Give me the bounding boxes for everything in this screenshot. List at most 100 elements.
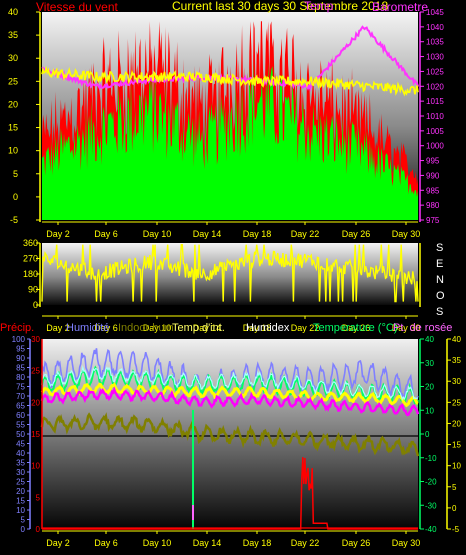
compass-west: O	[436, 290, 445, 302]
panel3-humidity-tick-label: 60	[16, 411, 25, 420]
panel1-x-tick-label: Day 22	[291, 229, 320, 239]
panel3-humidity-tick-label: 95	[16, 345, 25, 354]
precipitation-line	[42, 457, 418, 530]
panel3-precip-tick-label: 5	[36, 493, 41, 502]
panel3-humidity-tick-label: 100	[12, 335, 26, 344]
panel3-temp-tick-label-b: 5	[452, 483, 457, 492]
panel1-right-tick-label: 995	[426, 157, 440, 166]
panel2-x-tick-label: Day 30	[392, 323, 421, 333]
panel3-temp-tick-label-a: 30	[425, 359, 434, 368]
panel1-left-tick-label: 15	[8, 123, 18, 133]
legend-dew-point: Pt. de rosée	[393, 322, 452, 334]
compass-east: E	[436, 258, 443, 270]
panel1-right-tick-label: 1030	[426, 53, 444, 62]
panel3-humidity-tick-label: 20	[16, 487, 25, 496]
panel3-humidity-tick-label: 90	[16, 354, 25, 363]
compass-south-top: S	[436, 242, 443, 254]
indoor-humidity-line	[40, 412, 420, 457]
panel3-temp-tick-label-a: 40	[425, 335, 434, 344]
panel1-right-tick-label: 1010	[426, 112, 444, 121]
panel3-humidity-tick-label: 40	[16, 449, 25, 458]
panel1-right-tick-label: 985	[426, 186, 440, 195]
panel3-precip-tick-label: 25	[31, 367, 40, 376]
panel2-x-tick-label: Day 6	[94, 323, 118, 333]
panel2-tick-label: 0	[33, 300, 38, 310]
panel2-x-tick-label: Day 2	[46, 323, 70, 333]
panel3-temp-tick-label-b: 0	[452, 504, 457, 513]
panel3-humidity-tick-label: 30	[16, 468, 25, 477]
panel3-precip-tick-label: 10	[31, 462, 40, 471]
panel2-tick-label: 360	[23, 238, 38, 248]
wind-speed-area	[42, 60, 418, 220]
panel1-left-tick-label: 25	[8, 76, 18, 86]
panel3-humidity-tick-label: 35	[16, 459, 25, 468]
panel3-temp-tick-label-b: 20	[452, 419, 461, 428]
panel3-humidity-tick-label: 70	[16, 392, 25, 401]
panel2-x-tick-label: Day 22	[291, 323, 320, 333]
panel1-right-tick-label: 1000	[426, 142, 444, 151]
dew-point-line	[40, 386, 420, 417]
legend-temperature: Temperature (°C)	[313, 322, 397, 334]
panel3-humidity-tick-label: 15	[16, 497, 25, 506]
panel3-temp-tick-label-a: 20	[425, 383, 434, 392]
panel1-x-tick-label: Day 2	[46, 229, 70, 239]
panel1-title: Current last 30 days 30 Septembre 2018	[172, 0, 388, 13]
temperature-line	[40, 382, 419, 408]
barometer-label: Barometre	[372, 0, 428, 14]
panel1-x-tick-label: Day 26	[342, 229, 371, 239]
panel2-x-tick-label: Day 14	[193, 323, 222, 333]
wind-direction-line	[41, 243, 419, 303]
panel1-left-tick-label: 35	[8, 30, 18, 40]
panel3-precip-tick-label: 0	[36, 525, 41, 534]
panel1-left-tick-label: 40	[8, 7, 18, 17]
panel3-x-tick-label: Day 14	[193, 538, 222, 548]
barometer-line	[41, 25, 419, 92]
panel3-x-tick-label: Day 30	[392, 538, 421, 548]
panel1-x-tick-label: Day 10	[143, 229, 172, 239]
wind-speed-label: Vitesse du vent	[36, 0, 118, 14]
panel1-right-tick-label: 1015	[426, 97, 444, 106]
temperature-line	[41, 65, 419, 97]
panel3-humidity-tick-label: 55	[16, 421, 25, 430]
panel3-x-tick-label: Day 6	[94, 538, 118, 548]
panel3-temp-tick-label-a: -10	[425, 454, 437, 463]
panel1-right-tick-label: 990	[426, 171, 440, 180]
panel3-humidity-tick-label: 75	[16, 383, 25, 392]
panel1-right-tick-label: 980	[426, 201, 440, 210]
panel3-x-tick-label: Day 18	[243, 538, 272, 548]
panel3-humidity-tick-label: 45	[16, 440, 25, 449]
panel1-x-tick-label: Day 6	[94, 229, 118, 239]
panel1-x-tick-label: Day 30	[392, 229, 421, 239]
panel1-left-tick-label: 20	[8, 99, 18, 109]
panel2-x-tick-label: Day 26	[342, 323, 371, 333]
panel2-x-tick-label: Day 10	[143, 323, 172, 333]
panel1-left-tick-label: 10	[8, 146, 18, 156]
humidex-line	[41, 365, 419, 401]
panel2-tick-label: 180	[23, 269, 38, 279]
panel1-x-tick-label: Day 14	[193, 229, 222, 239]
panel3-temp-tick-label-b: 40	[452, 335, 461, 344]
panel3-temp-tick-label-b: -5	[452, 525, 460, 534]
panel2-x-tick-label: Day 18	[243, 323, 272, 333]
panel3-x-tick-label: Day 26	[342, 538, 371, 548]
panel1-right-tick-label: 975	[426, 216, 440, 225]
panel3-temp-tick-label-a: -40	[425, 525, 437, 534]
panel3-humidity-tick-label: 5	[21, 516, 26, 525]
legend-indoor-temp: Temp d'int.	[172, 322, 225, 334]
legend-humidex: Humidex	[246, 322, 290, 334]
panel3-temp-tick-label-b: 10	[452, 462, 461, 471]
panel3-temp-tick-label-a: 10	[425, 406, 434, 415]
panel3-temp-tick-label-a: -20	[425, 478, 437, 487]
panel3-temp-tick-label-b: 15	[452, 441, 461, 450]
panel1-left-tick-label: 0	[13, 192, 18, 202]
panel3-humidity-tick-label: 65	[16, 402, 25, 411]
panel3-temp-tick-label-a: -30	[425, 501, 437, 510]
compass-north: N	[436, 274, 444, 286]
panel3-humidity-tick-label: 80	[16, 373, 25, 382]
panel3-x-tick-label: Day 2	[46, 538, 70, 548]
panel3-temp-tick-label-b: 25	[452, 398, 461, 407]
panel1-right-tick-label: 1045	[426, 8, 444, 17]
panel1-left-tick-label: -5	[10, 215, 18, 225]
panel1-left-tick-label: 5	[13, 169, 18, 179]
